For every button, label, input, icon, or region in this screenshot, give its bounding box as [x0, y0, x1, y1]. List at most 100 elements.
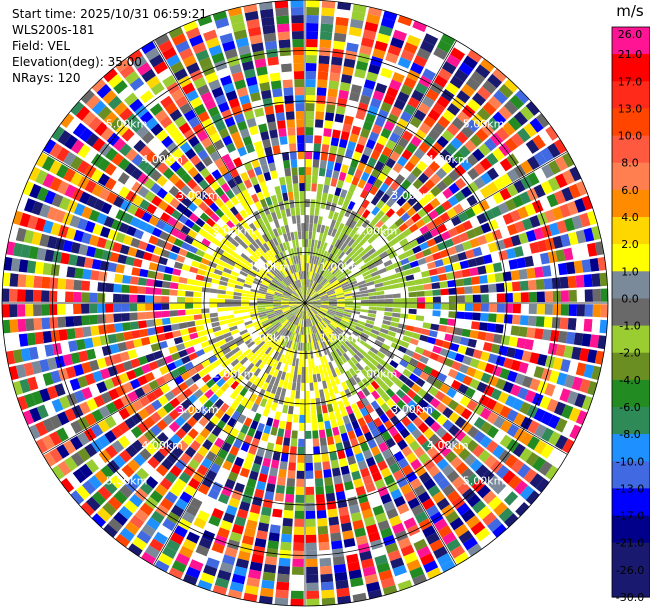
- ppi-gate-16: [305, 167, 312, 176]
- ppi-gate-996: [367, 288, 377, 293]
- ppi-gate-2412: [274, 444, 282, 453]
- ppi-gate-1290: [587, 349, 598, 364]
- ppi-gate-3505: [225, 290, 234, 296]
- ppi-gate-2111: [340, 465, 350, 475]
- ppi-gate-2048: [390, 557, 405, 569]
- ppi-gate-1865: [317, 323, 323, 331]
- ppi-gate-180: [352, 76, 365, 87]
- ppi-gate-1742: [477, 484, 491, 499]
- ppi-gate-499: [330, 265, 337, 274]
- ppi-gate-2172: [310, 350, 314, 359]
- ppi-gate-4504: [288, 135, 296, 144]
- ppi-gate-1672: [305, 303, 311, 309]
- ppi-gate-1404: [574, 393, 587, 408]
- ppi-gate-1121: [456, 295, 465, 303]
- ppi-gate-489: [461, 83, 476, 98]
- ppi-gate-338: [416, 47, 431, 61]
- ppi-gate-1559: [311, 307, 319, 313]
- ppi-gate-1383: [417, 340, 427, 349]
- ppi-gate-2207: [306, 326, 309, 335]
- ppi-gate-3342: [10, 334, 21, 348]
- ppi-gate-1539: [432, 379, 444, 390]
- ppi-gate-1749: [310, 309, 316, 316]
- ppi-gate-989: [312, 299, 321, 302]
- ppi-gate-3477: [145, 287, 154, 295]
- ppi-gate-59: [314, 127, 323, 136]
- ppi-gate-2414: [270, 459, 280, 469]
- ppi-gate-3508: [201, 287, 211, 293]
- ppi-gate-203: [332, 194, 340, 204]
- ppi-gate-1341: [388, 326, 398, 333]
- ppi-gate-3447: [81, 292, 90, 303]
- ppi-gate-3351: [241, 306, 250, 310]
- ppi-gate-2471: [300, 310, 303, 319]
- ppi-gate-788: [499, 187, 512, 201]
- ppi-gate-3329: [114, 323, 124, 333]
- ppi-gate-1367: [586, 380, 598, 396]
- ppi-gate-1146: [352, 303, 361, 306]
- ppi-gate-1762: [375, 386, 385, 396]
- ppi-gate-566: [487, 95, 503, 110]
- ppi-gate-919: [358, 283, 367, 289]
- ppi-gate-1124: [480, 294, 489, 303]
- ppi-gate-2141: [321, 404, 328, 414]
- ppi-gate-2491: [251, 463, 261, 473]
- ppi-gate-2486: [263, 424, 272, 435]
- ppi-gate-1642: [352, 343, 361, 351]
- ppi-gate-2574: [211, 508, 224, 520]
- ppi-gate-143: [342, 66, 354, 76]
- ppi-gate-2557: [266, 383, 274, 393]
- ppi-gate-2150: [333, 475, 343, 485]
- range-label-1km-225: 1.00km: [249, 332, 291, 345]
- ppi-gate-2138: [317, 381, 323, 390]
- ppi-gate-2058: [317, 348, 323, 357]
- ppi-gate-796: [555, 156, 569, 172]
- ppi-gate-1384: [424, 343, 435, 352]
- ppi-gate-81: [309, 255, 313, 264]
- ppi-gate-662: [404, 217, 415, 228]
- ppi-gate-946: [564, 217, 576, 232]
- ppi-gate-1548: [493, 415, 506, 429]
- ppi-gate-581: [367, 235, 377, 244]
- ppi-gate-416: [450, 47, 466, 61]
- ppi-gate-98: [324, 120, 333, 129]
- ppi-gate-1492: [374, 339, 384, 347]
- ppi-gate-317: [347, 200, 356, 211]
- ppi-gate-1465: [455, 372, 466, 383]
- ppi-gate-2522: [262, 407, 270, 417]
- ppi-gate-2208: [306, 334, 309, 343]
- ppi-gate-1821: [470, 521, 486, 536]
- ppi-gate-454: [462, 55, 478, 70]
- ppi-gate-3282: [186, 321, 196, 328]
- ppi-gate-2596: [258, 388, 266, 398]
- ppi-gate-1009: [469, 267, 479, 276]
- ppi-gate-2297: [298, 438, 305, 447]
- ppi-gate-1568: [369, 346, 379, 355]
- ppi-gate-2441: [284, 372, 290, 382]
- ppi-gate-720: [538, 130, 553, 146]
- ppi-gate-1776: [446, 470, 460, 483]
- ppi-gate-434: [375, 189, 385, 200]
- ppi-gate-124: [317, 216, 323, 225]
- ppi-gate-394: [361, 199, 370, 209]
- ppi-gate-1243: [518, 326, 528, 338]
- ppi-gate-205: [336, 179, 344, 189]
- ppi-gate-3370: [89, 314, 98, 325]
- ppi-gate-2481: [275, 386, 282, 396]
- ppi-gate-4543: [296, 127, 305, 136]
- ppi-gate-956: [351, 288, 360, 293]
- ppi-gate-1510: [499, 405, 512, 419]
- ppi-gate-1364: [564, 374, 576, 389]
- ppi-gate-423: [326, 262, 333, 271]
- range-label-2km-45: 2.00km: [356, 225, 398, 238]
- ppi-gate-2544: [200, 572, 215, 585]
- ppi-gate-1980: [316, 332, 322, 341]
- ppi-gate-925: [404, 268, 414, 276]
- ppi-gate-2592: [272, 360, 279, 369]
- ppi-gate-1536: [412, 367, 423, 377]
- ppi-gate-428: [348, 229, 357, 239]
- ppi-gate-2323: [300, 342, 303, 351]
- ppi-gate-834: [562, 169, 575, 185]
- ppi-gate-597: [458, 145, 471, 158]
- ppi-gate-169: [333, 162, 342, 172]
